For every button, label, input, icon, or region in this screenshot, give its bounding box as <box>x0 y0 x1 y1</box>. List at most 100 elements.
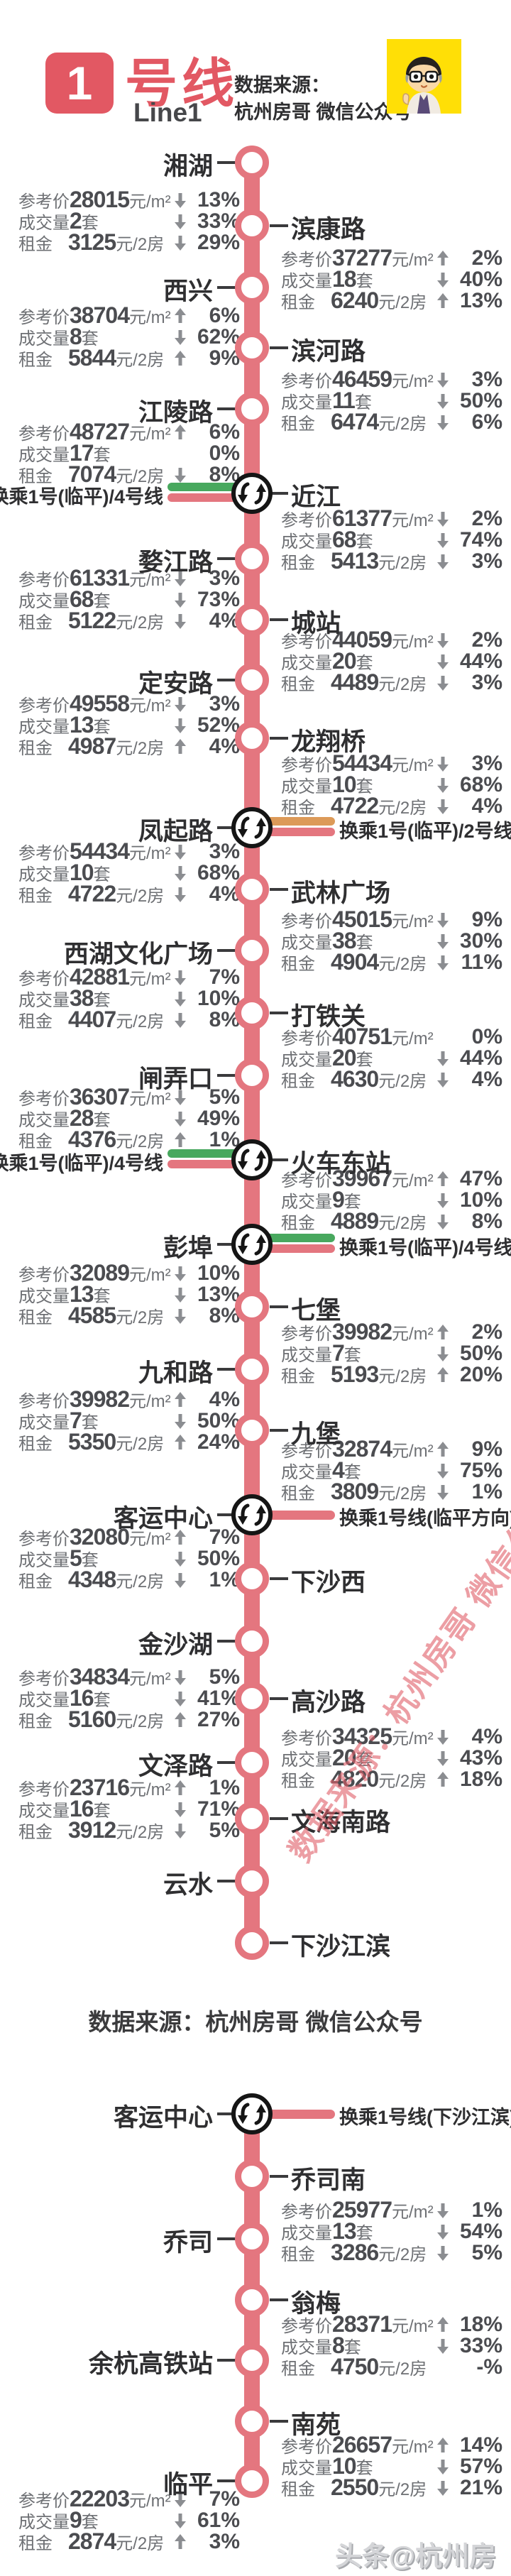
field-unit: 元/2房 <box>378 675 427 694</box>
data-row-price: 参考价39982元/m² 2% <box>281 1320 502 1344</box>
station-tick <box>270 346 288 349</box>
field-label: 参考价 <box>18 1530 70 1549</box>
trend-down-arrow-icon <box>175 866 186 881</box>
field-unit: 元/2房 <box>378 799 427 818</box>
data-row-price: 参考价37277元/m² 2% <box>281 246 502 270</box>
field-label: 租金 <box>281 415 315 434</box>
change-percent: 7% <box>209 2487 240 2511</box>
field-unit: 元/m² <box>128 1780 171 1799</box>
station-interchange-icon <box>231 1139 273 1181</box>
trend-up-arrow-icon <box>437 251 449 265</box>
field-value: 7074 <box>68 461 116 487</box>
trend-down-arrow-icon <box>437 955 449 970</box>
change-percent: 4% <box>209 735 240 758</box>
data-row-volume: 成交量10套 57% <box>281 2455 502 2478</box>
field-label: 租金 <box>18 1012 53 1031</box>
station-circle <box>235 1058 269 1092</box>
data-row-rent: 租金 2550元/2房 21% <box>281 2476 502 2499</box>
field-label: 参考价 <box>281 2317 332 2336</box>
trend-down-arrow-icon <box>437 2460 449 2474</box>
trend-down-arrow-icon <box>175 236 186 251</box>
data-row-price: 参考价39967元/m² 47% <box>281 1167 502 1190</box>
station-label-临平: 临平 <box>163 2471 213 2499</box>
station-circle <box>235 1745 269 1780</box>
station-label-凤起路: 凤起路 <box>138 818 213 845</box>
field-label: 成交量 <box>18 1111 70 1130</box>
data-row-volume: 成交量4套 75% <box>281 1459 502 1482</box>
station-tick <box>217 1761 236 1764</box>
station-interchange-icon <box>231 806 273 849</box>
change-percent: 21% <box>459 2476 502 2499</box>
trend-down-arrow-icon <box>175 1309 186 1324</box>
data-row-rent: 租金 4407元/2房 8% <box>18 1008 240 1031</box>
station-label-西兴: 西兴 <box>163 278 213 305</box>
field-label: 租金 <box>281 2480 315 2499</box>
field-unit: 套 <box>93 865 111 884</box>
change-percent: 20% <box>459 1363 502 1386</box>
field-value: 5160 <box>68 1706 116 1732</box>
trend-down-arrow-icon <box>175 1692 186 1706</box>
field-value: 4376 <box>68 1127 116 1152</box>
trend-down-arrow-icon <box>175 1802 186 1817</box>
field-value: 45015 <box>332 906 392 932</box>
field-unit: 元/2房 <box>116 1012 165 1031</box>
change-percent: 10% <box>459 1188 502 1212</box>
field-value: 18 <box>332 266 357 292</box>
station-circle <box>235 1926 269 1960</box>
data-row-rent: 租金 4376元/2房 1% <box>18 1127 240 1152</box>
trend-up-arrow-icon <box>175 1712 186 1727</box>
field-label: 成交量 <box>281 2224 332 2243</box>
trend-down-arrow-icon <box>437 1730 449 1745</box>
field-label: 租金 <box>281 955 315 974</box>
field-value: 38704 <box>70 302 130 328</box>
field-value: 9 <box>70 2507 82 2533</box>
field-value: 4904 <box>331 949 379 975</box>
field-label: 成交量 <box>281 2459 332 2478</box>
data-row-rent: 租金 4750元/2房 -% <box>281 2355 502 2379</box>
change-percent: 4% <box>209 882 240 906</box>
station-label-武林广场: 武林广场 <box>291 879 391 907</box>
change-percent: 3% <box>471 549 502 573</box>
field-unit: 元/2房 <box>116 613 165 632</box>
field-label: 参考价 <box>281 1171 332 1190</box>
trend-down-arrow-icon <box>175 1288 186 1303</box>
station-circle <box>235 1290 269 1324</box>
station-label-湘湖: 湘湖 <box>163 153 213 180</box>
station-circle <box>235 1624 269 1658</box>
station-tick <box>270 1305 288 1308</box>
field-unit: 套 <box>93 446 111 465</box>
station-label-余杭高铁站: 余杭高铁站 <box>88 2350 213 2378</box>
trend-down-arrow-icon <box>437 676 449 691</box>
field-value: 3809 <box>331 1479 379 1504</box>
station-tick <box>217 286 236 289</box>
station-circle <box>235 721 269 755</box>
station-tick <box>217 2112 236 2115</box>
field-unit: 元/2房 <box>116 1132 165 1151</box>
transfer-bar-green <box>167 1149 248 1158</box>
field-label: 参考价 <box>18 192 70 212</box>
change-percent: 13% <box>197 1283 240 1306</box>
trend-down-arrow-icon <box>175 1670 186 1685</box>
change-percent: 1% <box>209 1776 240 1799</box>
field-unit: 元/2房 <box>116 1572 165 1591</box>
field-value: 8 <box>70 324 82 349</box>
change-percent: 8% <box>209 463 240 486</box>
field-label: 成交量 <box>281 654 332 673</box>
trend-down-arrow-icon <box>175 571 186 586</box>
trend-down-arrow-icon <box>437 2225 449 2240</box>
field-label: 租金 <box>18 1132 53 1151</box>
trend-down-arrow-icon <box>175 1414 186 1429</box>
data-row-rent: 租金 4987元/2房 4% <box>18 735 240 758</box>
station-label-文海南路: 文海南路 <box>291 1809 391 1836</box>
station-circle <box>235 1352 269 1386</box>
field-unit: 套 <box>93 1111 111 1130</box>
field-unit: 元/2房 <box>378 1367 427 1386</box>
field-value: 4348 <box>68 1567 116 1592</box>
data-row-volume: 成交量20套 43% <box>281 1746 502 1770</box>
field-label: 成交量 <box>281 1750 332 1770</box>
field-label: 成交量 <box>18 446 70 465</box>
field-value: 42881 <box>70 964 130 990</box>
field-value: 68 <box>332 527 357 552</box>
field-value: 49558 <box>70 691 130 716</box>
trend-down-arrow-icon <box>175 214 186 229</box>
